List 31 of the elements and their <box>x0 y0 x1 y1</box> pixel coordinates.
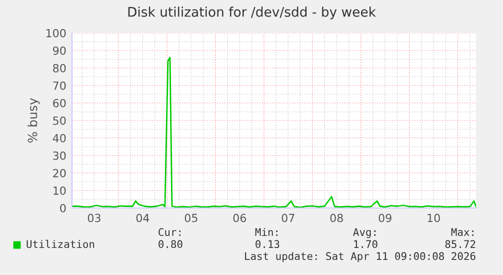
y-tick-label: 10 <box>54 186 66 195</box>
text: 1.70 <box>354 240 378 248</box>
text: 85.72 <box>445 240 476 248</box>
y-tick-label: 50 <box>53 116 66 125</box>
x-tick-label: 05 <box>184 214 198 222</box>
y-axis-title: % busy <box>28 98 40 143</box>
y-tick-label: 40 <box>52 134 66 142</box>
x-tick-label: 08 <box>330 214 343 222</box>
x-tick-label: 07 <box>282 214 294 222</box>
y-tick-label: 60 <box>53 98 66 108</box>
y-tick-label: 100 <box>46 28 66 38</box>
text: Max: <box>451 228 474 236</box>
legend-label: Utilization <box>26 240 94 248</box>
text: Cur: <box>158 228 180 236</box>
x-tick-label: 04 <box>136 214 150 222</box>
x-tick-label: 06 <box>233 214 246 222</box>
y-tick-label: 70 <box>53 81 66 90</box>
text: 0.80 <box>158 240 182 248</box>
y-tick-label: 90 <box>53 46 66 55</box>
x-tick-label: 03 <box>88 214 100 222</box>
text: Last update: Sat Apr 11 09:00:08 2026 <box>245 252 476 262</box>
y-tick-label: 0 <box>60 204 66 212</box>
y-tick-label: 80 <box>53 64 66 72</box>
text: Min: <box>255 228 278 236</box>
text: Avg: <box>353 228 376 238</box>
chart-title: Disk utilization for /dev/sdd - by week <box>128 6 376 20</box>
x-tick-label: 09 <box>378 214 392 222</box>
y-tick-label: 30 <box>53 151 66 160</box>
text: 0.13 <box>256 240 280 248</box>
y-tick-label: 20 <box>53 168 66 178</box>
x-tick-label: 10 <box>428 214 440 222</box>
